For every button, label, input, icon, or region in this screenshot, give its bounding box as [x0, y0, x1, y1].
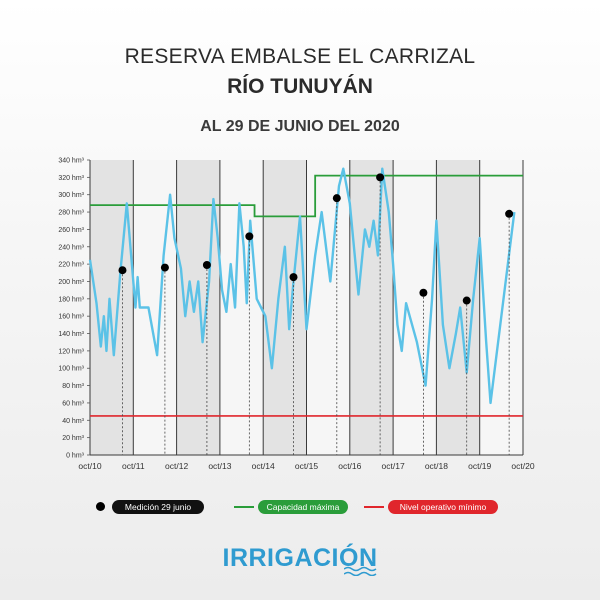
capacity-line: [90, 174, 523, 218]
legend-capacity: Capacidad máxima: [258, 500, 348, 514]
legend-minimum-line: [364, 506, 384, 508]
year-band: [349, 160, 394, 455]
year-band: [263, 160, 307, 455]
year-band: [306, 160, 350, 455]
legend-capacity-line: [234, 506, 254, 508]
x-tick-label: oct/17: [382, 461, 405, 471]
reservoir-series-line: [88, 167, 516, 405]
measurement-point: [118, 266, 127, 275]
brand-logo: IRRIGACIÓN: [222, 544, 378, 572]
y-tick-label: 320 hm³: [58, 175, 84, 182]
measurement-point: [289, 273, 298, 282]
legend-minimum: Nivel operativo mínimo: [388, 500, 498, 514]
x-tick-label: oct/16: [338, 461, 361, 471]
y-tick-label: 80 hm³: [62, 383, 84, 390]
y-tick-label: 260 hm³: [58, 227, 84, 234]
chart-date: AL 29 DE JUNIO DEL 2020: [200, 118, 400, 135]
measurement-point: [419, 288, 428, 297]
measurement-point: [462, 296, 471, 305]
y-tick-label: 0 hm³: [66, 453, 85, 460]
x-tick-label: oct/18: [425, 461, 448, 471]
measurement-point: [376, 173, 385, 182]
chart-title: RESERVA EMBALSE EL CARRIZAL: [124, 45, 476, 68]
y-tick-label: 40 hm³: [62, 418, 84, 425]
y-tick-label: 120 hm³: [58, 348, 84, 355]
x-tick-label: oct/14: [252, 461, 275, 471]
x-tick-label: oct/10: [78, 461, 101, 471]
y-tick-label: 240 hm³: [58, 244, 84, 251]
legend-measurement-marker: [96, 502, 105, 511]
measurement-point: [160, 263, 169, 272]
measurement-point: [332, 194, 341, 203]
y-tick-label: 100 hm³: [58, 366, 84, 373]
legend-measurement: Medición 29 junio: [112, 500, 204, 514]
x-tick-label: oct/13: [208, 461, 231, 471]
measurement-point: [245, 232, 254, 241]
year-band: [393, 160, 437, 455]
wave-icon: [344, 566, 377, 576]
y-tick-label: 20 hm³: [62, 435, 84, 442]
y-tick-label: 340 hm³: [58, 158, 84, 165]
title-block: RESERVA EMBALSE EL CARRIZAL RÍO TUNUYÁN …: [0, 44, 600, 136]
x-tick-label: oct/11: [122, 461, 145, 471]
measurement-point: [505, 209, 514, 218]
y-tick-label: 180 hm³: [58, 296, 84, 303]
y-tick-label: 220 hm³: [58, 262, 84, 269]
y-tick-label: 60 hm³: [62, 400, 84, 407]
x-tick-label: oct/19: [468, 461, 491, 471]
y-tick-label: 140 hm³: [58, 331, 84, 338]
y-tick-label: 300 hm³: [58, 192, 84, 199]
y-tick-label: 200 hm³: [58, 279, 84, 286]
chart-subtitle: RÍO TUNUYÁN: [227, 75, 373, 98]
x-tick-label: oct/15: [295, 461, 318, 471]
x-tick-label: oct/12: [165, 461, 188, 471]
x-tick-label: oct/20: [511, 461, 534, 471]
y-tick-label: 160 hm³: [58, 314, 84, 321]
measurement-point: [202, 260, 211, 269]
y-tick-label: 280 hm³: [58, 210, 84, 217]
